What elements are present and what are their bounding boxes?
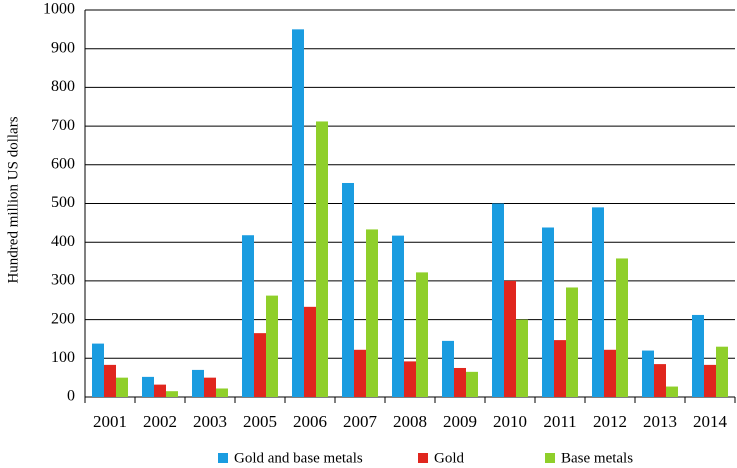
bar [442,340,454,397]
bar [704,364,716,397]
bar [166,391,178,397]
bar [204,377,216,397]
bar [516,319,528,397]
bar [392,235,404,397]
x-tick-label: 2008 [393,412,427,431]
bar [104,364,116,397]
y-tick-label: 400 [51,233,75,250]
y-tick-label: 500 [51,194,75,211]
bar [642,350,654,397]
y-tick-label: 700 [51,117,75,134]
bar [216,388,228,397]
x-tick-label: 2009 [443,412,477,431]
bar [692,314,704,397]
bar [592,207,604,397]
bar [616,258,628,397]
bar [254,333,266,397]
legend-swatch [418,453,428,463]
bar [304,306,316,397]
legend-label: Gold and base metals [234,450,363,466]
x-tick-label: 2005 [243,412,277,431]
y-tick-label: 600 [51,155,75,172]
bar [504,280,516,397]
bar [466,371,478,397]
y-tick-label: 900 [51,39,75,56]
bar [404,361,416,397]
x-tick-label: 2001 [93,412,127,431]
x-tick-label: 2014 [693,412,728,431]
bar [716,346,728,397]
bar [342,182,354,397]
bar [654,364,666,397]
bar [666,386,678,397]
y-tick-label: 0 [67,388,75,405]
bar [242,235,254,397]
bar [116,377,128,397]
legend-swatch [218,453,228,463]
x-tick-label: 2011 [543,412,576,431]
legend-label: Gold [434,450,465,466]
y-tick-label: 300 [51,272,75,289]
x-tick-label: 2002 [143,412,177,431]
x-tick-label: 2006 [293,412,327,431]
x-tick-label: 2013 [643,412,677,431]
bar [354,349,366,397]
bar [366,229,378,397]
bar [92,343,104,397]
y-tick-label: 1000 [43,1,75,18]
bar [554,340,566,397]
bar [542,227,554,397]
bar [454,367,466,397]
x-tick-label: 2007 [343,412,378,431]
y-tick-label: 800 [51,78,75,95]
bar [292,29,304,397]
y-tick-label: 200 [51,310,75,327]
x-tick-label: 2012 [593,412,627,431]
legend-label: Base metals [561,450,633,466]
x-tick-label: 2003 [193,412,227,431]
bar [604,349,616,397]
bar [566,287,578,397]
y-tick-label: 100 [51,349,75,366]
bar [154,384,166,397]
bar [266,295,278,397]
bar [316,121,328,398]
bar [192,369,204,397]
bar [416,272,428,397]
bar [492,203,504,397]
y-axis-label: Hundred million US dollars [5,116,21,283]
bar [142,376,154,397]
legend-swatch [545,453,555,463]
x-tick-label: 2010 [493,412,527,431]
